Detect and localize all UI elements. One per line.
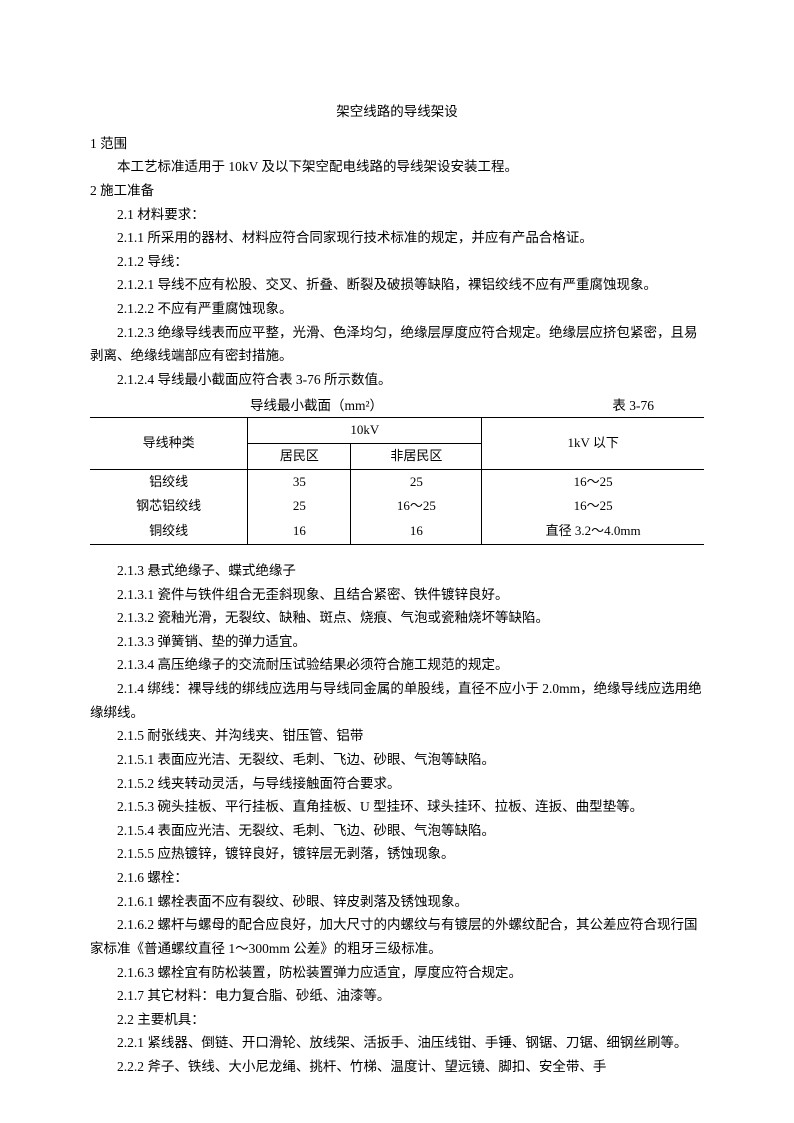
para-2-1-5-5: 2.1.5.5 应热镀锌，镀锌良好，镀锌层无剥落，锈蚀现象。: [90, 842, 704, 866]
para-2-1-5-3: 2.1.5.3 碗头挂板、平行挂板、直角挂板、U 型挂环、球头挂环、拉板、连扳、…: [90, 795, 704, 819]
para-2-2-2: 2.2.2 斧子、铁线、大小尼龙绳、挑杆、竹梯、温度计、望远镜、脚扣、安全带、手: [90, 1055, 704, 1079]
col-type-header: 导线种类: [90, 418, 248, 470]
table-cell: 35: [248, 469, 351, 494]
table-cell: 16～25: [482, 494, 704, 519]
para-2-1-1: 2.1.1 所采用的器材、材料应符合同家现行技术标准的规定，并应有产品合格证。: [90, 226, 704, 250]
para-2-1-2: 2.1.2 导线：: [90, 250, 704, 274]
para-2-2: 2.2 主要机具：: [90, 1008, 704, 1032]
para-2-1-6-2: 2.1.6.2 螺杆与螺母的配合应良好，加大尺寸的内螺纹与有镀层的外螺纹配合，其…: [90, 913, 704, 960]
para-2-1-2-4: 2.1.2.4 导线最小截面应符合表 3-76 所示数值。: [90, 368, 704, 392]
para-2-1-2-2: 2.1.2.2 不应有严重腐蚀现象。: [90, 297, 704, 321]
para-2-1-2-3: 2.1.2.3 绝缘导线表而应平整，光滑、色泽均匀，绝缘层厚度应符合规定。绝缘层…: [90, 321, 704, 368]
table-cell: 钢芯铝绞线: [90, 494, 248, 519]
para-2-1-7: 2.1.7 其它材料：电力复合脂、砂纸、油漆等。: [90, 984, 704, 1008]
para-2-1-5-4: 2.1.5.4 表面应光洁、无裂纹、毛刺、飞边、砂眼、气泡等缺陷。: [90, 819, 704, 843]
para-2-1-3-3: 2.1.3.3 弹簧销、垫的弹力适宜。: [90, 630, 704, 654]
para-2-1-3-4: 2.1.3.4 高压绝缘子的交流耐压试验结果必须符合施工规范的规定。: [90, 653, 704, 677]
col-10kv-header: 10kV: [248, 418, 482, 444]
table-caption-right: 表 3-76: [612, 394, 654, 418]
table-cell: 16: [351, 519, 482, 544]
para-2-1-3-1: 2.1.3.1 瓷件与铁件组合无歪斜现象、且结合紧密、铁件镀锌良好。: [90, 583, 704, 607]
para-2-1-6-3: 2.1.6.3 螺栓宜有防松装置，防松装置弹力应适宜，厚度应符合规定。: [90, 961, 704, 985]
table-cell: 16～25: [351, 494, 482, 519]
section-1-head: 1 范围: [90, 132, 704, 156]
table-cell: 25: [351, 469, 482, 494]
table-cell: 25: [248, 494, 351, 519]
col-residential: 居民区: [248, 443, 351, 469]
table-cell: 铝绞线: [90, 469, 248, 494]
para-2-1-5-1: 2.1.5.1 表面应光洁、无裂纹、毛刺、飞边、砂眼、气泡等缺陷。: [90, 748, 704, 772]
para-1-1: 本工艺标准适用于 10kV 及以下架空配电线路的导线架设安装工程。: [90, 155, 704, 179]
para-2-1: 2.1 材料要求：: [90, 203, 704, 227]
document-title: 架空线路的导线架设: [90, 100, 704, 124]
table-cell: 直径 3.2～4.0mm: [482, 519, 704, 544]
para-2-1-6: 2.1.6 螺栓：: [90, 866, 704, 890]
table-cell: 铜绞线: [90, 519, 248, 544]
para-2-1-2-1: 2.1.2.1 导线不应有松股、交叉、折叠、断裂及破损等缺陷，裸铝绞线不应有严重…: [90, 273, 704, 297]
table-cell: 16: [248, 519, 351, 544]
col-nonresidential: 非居民区: [351, 443, 482, 469]
para-2-1-4: 2.1.4 绑线：裸导线的绑线应选用与导线同金属的单股线，直径不应小于 2.0m…: [90, 677, 704, 724]
table-caption-left: 导线最小截面（mm²）: [250, 394, 383, 418]
para-2-1-5: 2.1.5 耐张线夹、并沟线夹、钳压管、铝带: [90, 724, 704, 748]
col-1kv-header: 1kV 以下: [482, 418, 704, 470]
para-2-1-6-1: 2.1.6.1 螺栓表面不应有裂纹、砂眼、锌皮剥落及锈蚀现象。: [90, 890, 704, 914]
wire-section-table: 导线种类 10kV 1kV 以下 居民区 非居民区 铝绞线 35 25 16～2…: [90, 417, 704, 545]
section-2-head: 2 施工准备: [90, 179, 704, 203]
para-2-2-1: 2.2.1 紧线器、倒链、开口滑轮、放线架、活扳手、油压线钳、手锤、钢锯、刀锯、…: [90, 1031, 704, 1055]
table-caption-row: 导线最小截面（mm²） 表 3-76: [90, 394, 704, 418]
table-cell: 16～25: [482, 469, 704, 494]
para-2-1-5-2: 2.1.5.2 线夹转动灵活，与导线接触面符合要求。: [90, 772, 704, 796]
para-2-1-3-2: 2.1.3.2 瓷釉光滑，无裂纹、缺釉、斑点、烧痕、气泡或瓷釉烧坏等缺陷。: [90, 606, 704, 630]
para-2-1-3: 2.1.3 悬式绝缘子、蝶式绝缘子: [90, 559, 704, 583]
